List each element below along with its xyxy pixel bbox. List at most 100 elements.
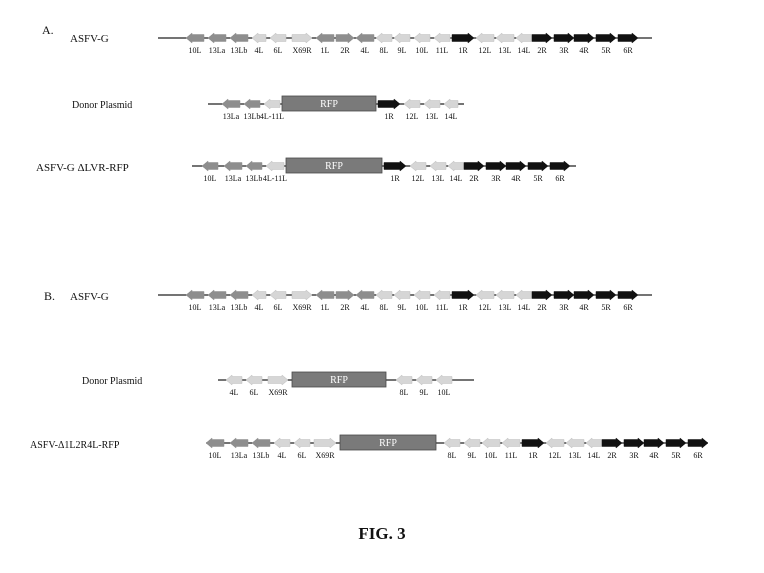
gene-arrow — [316, 290, 334, 300]
gene-arrow — [396, 375, 412, 385]
gene-label: 12L — [412, 174, 425, 183]
gene-label: 4L — [278, 451, 287, 460]
gene-label: 13La — [225, 174, 242, 183]
gene-label: 13L — [432, 174, 445, 183]
gene-label: 4L — [361, 303, 370, 312]
gene-label: 9L — [398, 46, 407, 55]
gene-arrow — [270, 290, 286, 300]
gene-arrow — [246, 161, 262, 171]
gene-arrow — [430, 161, 446, 171]
gene-label: 10L — [204, 174, 217, 183]
gene-label: 2R — [607, 451, 617, 460]
gene-arrow — [314, 438, 336, 448]
gene-label: 1R — [390, 174, 400, 183]
gene-arrow — [356, 290, 374, 300]
gene-label: 6L — [274, 303, 283, 312]
gene-label: 3R — [629, 451, 639, 460]
rfp-label: RFP — [330, 375, 348, 386]
gene-label: 2R — [469, 174, 479, 183]
gene-label: 3R — [559, 303, 569, 312]
gene-label: 1L — [321, 303, 330, 312]
gene-label: 10L — [485, 451, 498, 460]
gene-arrow — [294, 438, 310, 448]
gene-label: 1L — [321, 46, 330, 55]
gene-arrow — [554, 33, 574, 43]
gene-label: 14L — [518, 46, 531, 55]
gene-label: 10L — [189, 303, 202, 312]
gene-label: 8L — [380, 303, 389, 312]
gene-label: 3R — [491, 174, 501, 183]
gene-arrow — [444, 438, 460, 448]
gene-label: 13L — [499, 303, 512, 312]
gene-arrow — [618, 33, 638, 43]
gene-arrow — [230, 438, 248, 448]
panel-a-track-donor-plasmid: Donor Plasmid 13La 13Lb 4L-11L 1R 12L 13L 14L RF… — [72, 96, 464, 121]
gene-label: 6R — [623, 303, 633, 312]
gene-label: 4R — [649, 451, 659, 460]
gene-arrow — [574, 33, 594, 43]
gene-label: 2R — [537, 46, 547, 55]
gene-arrow — [434, 290, 450, 300]
gene-label: 4L — [361, 46, 370, 55]
gene-arrow — [452, 33, 474, 43]
figure-caption: FIG. 3 — [0, 524, 764, 544]
gene-label: 8L — [448, 451, 457, 460]
gene-arrow — [624, 438, 644, 448]
gene-arrow — [206, 438, 224, 448]
gene-arrow — [208, 290, 226, 300]
gene-arrow — [376, 33, 392, 43]
gene-label: 14L — [445, 112, 458, 121]
gene-arrow — [404, 99, 420, 109]
gene-arrow — [528, 161, 548, 171]
gene-label: 2R — [340, 303, 350, 312]
panel-b-track-asfv-g: ASFV-G 10L 13La 13Lb 4L 6L X69R 1L 2R 4L 8L 9L 10L 11… — [70, 290, 652, 312]
gene-arrow — [482, 438, 500, 448]
gene-label: 4L — [255, 303, 264, 312]
gene-label: 2R — [340, 46, 350, 55]
gene-label: 13Lb — [253, 451, 270, 460]
gene-arrow — [414, 33, 430, 43]
gene-arrow — [464, 438, 480, 448]
gene-arrow — [602, 438, 622, 448]
gene-arrow — [268, 375, 288, 385]
gene-arrow — [476, 33, 494, 43]
gene-arrow — [434, 33, 450, 43]
gene-arrow — [476, 290, 494, 300]
gene-arrow — [416, 375, 432, 385]
track-name: Donor Plasmid — [82, 376, 142, 387]
gene-label: 4L-11L — [263, 174, 287, 183]
gene-label: 4L — [230, 388, 239, 397]
gene-label: 13L — [499, 46, 512, 55]
gene-arrow — [516, 290, 532, 300]
gene-label: 13La — [231, 451, 248, 460]
gene-arrow — [410, 161, 426, 171]
gene-arrow — [292, 290, 312, 300]
gene-label: 12L — [479, 46, 492, 55]
gene-arrow — [186, 290, 204, 300]
gene-label: 4R — [511, 174, 521, 183]
gene-label: 4L — [255, 46, 264, 55]
gene-arrow — [436, 375, 452, 385]
gene-arrow — [230, 33, 248, 43]
panel-a-track-deletion-mutant: ASFV-G ΔLVR-RFP10L 13La 13Lb 4L-11L 1R 12L 13L… — [36, 158, 576, 183]
gene-label: 9L — [468, 451, 477, 460]
gene-arrow — [252, 290, 266, 300]
gene-label: 11L — [505, 451, 518, 460]
gene-arrow — [550, 161, 570, 171]
gene-label: 13L — [569, 451, 582, 460]
gene-arrow — [486, 161, 506, 171]
gene-label: 1R — [458, 303, 468, 312]
gene-arrow — [574, 290, 594, 300]
gene-arrow — [226, 375, 242, 385]
gene-arrow — [336, 33, 354, 43]
panel-b-letter: B. — [44, 289, 55, 303]
track-name: ASFV-G — [70, 291, 109, 303]
gene-arrow — [566, 438, 584, 448]
track-name: Donor Plasmid — [72, 100, 132, 111]
gene-label: 4L-11L — [260, 112, 284, 121]
gene-label: X69R — [268, 388, 288, 397]
panel-b-track-deletion-mutant: ASFV-Δ1L2R4L-RFP 10L 13La 13Lb 4L 6L X69R 8L 9L 1… — [30, 435, 708, 460]
gene-arrow — [532, 290, 552, 300]
gene-arrow — [266, 161, 284, 171]
gene-arrow — [186, 33, 204, 43]
